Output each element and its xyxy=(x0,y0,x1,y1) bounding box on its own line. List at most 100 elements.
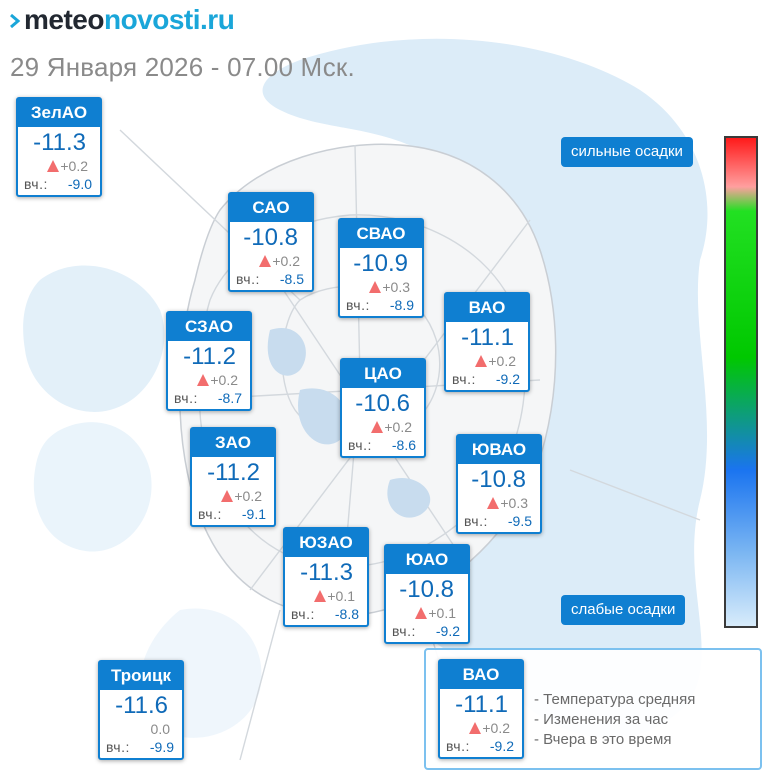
change-value: +0.1 xyxy=(327,588,355,604)
temperature-value: -11.2 xyxy=(183,343,236,370)
district-name: ЗелАО xyxy=(18,99,100,127)
yesterday-value: -9.1 xyxy=(241,506,266,522)
district-card-yuvao: ЮВАО -10.8 +0.3 вч.: -9.5 xyxy=(456,434,542,534)
yesterday-row: вч.: -9.2 xyxy=(446,370,528,390)
date-time-title: 29 Января 2026 - 07.00 Мск. xyxy=(10,52,355,82)
yesterday-value: -9.2 xyxy=(435,623,460,639)
precipitation-scale-bar xyxy=(724,136,758,628)
scale-label-light: слабые осадки xyxy=(561,595,686,625)
hourly-change: +0.2 xyxy=(440,719,522,737)
yesterday-row: вч.: -8.8 xyxy=(285,605,367,625)
yesterday-row: вч.: -8.5 xyxy=(230,270,312,290)
district-name: СВАО xyxy=(340,220,422,248)
yesterday-value: -9.9 xyxy=(149,739,174,755)
change-value: +0.2 xyxy=(488,353,516,369)
yesterday-row: вч.: -8.7 xyxy=(168,389,250,409)
hourly-change: +0.1 xyxy=(285,587,367,605)
temperature-value: -10.9 xyxy=(353,250,408,277)
change-value: +0.2 xyxy=(384,419,412,435)
site-logo[interactable]: meteonovosti.ru xyxy=(10,4,235,36)
scale-label-heavy: сильные осадки xyxy=(561,137,693,167)
yesterday-label: вч.: xyxy=(348,437,372,453)
yesterday-value: -8.9 xyxy=(389,297,414,313)
trend-up-icon xyxy=(259,255,272,267)
change-value: +0.2 xyxy=(210,372,238,388)
temperature-value: -11.1 xyxy=(461,324,514,351)
hourly-change: 0.0 xyxy=(100,720,182,738)
temperature-value: -11.1 xyxy=(455,691,508,718)
district-card-sao: САО -10.8 +0.2 вч.: -8.5 xyxy=(228,192,314,292)
temperature-value: -10.8 xyxy=(243,224,298,251)
district-card-yuzao: ЮЗАО -11.3 +0.1 вч.: -8.8 xyxy=(283,527,369,627)
hourly-change: +0.2 xyxy=(446,352,528,370)
change-value: 0.0 xyxy=(150,721,170,737)
yesterday-row: вч.: -9.2 xyxy=(386,622,468,642)
change-value: +0.2 xyxy=(272,253,300,269)
change-value: +0.2 xyxy=(60,158,88,174)
district-name: ЮАО xyxy=(386,546,468,574)
yesterday-value: -8.8 xyxy=(334,606,359,622)
yesterday-label: вч.: xyxy=(392,623,416,639)
yesterday-row: вч.: -9.2 xyxy=(440,737,522,757)
district-card-szao: СЗАО -11.2 +0.2 вч.: -8.7 xyxy=(166,311,252,411)
hourly-change: +0.2 xyxy=(18,157,100,175)
chevron-right-icon xyxy=(10,14,21,28)
yesterday-label: вч.: xyxy=(236,271,260,287)
yesterday-value: -8.5 xyxy=(279,271,304,287)
change-value: +0.2 xyxy=(234,488,262,504)
district-card-svao: СВАО -10.9 +0.3 вч.: -8.9 xyxy=(338,218,424,318)
yesterday-row: вч.: -8.9 xyxy=(340,296,422,316)
hourly-change: +0.3 xyxy=(458,494,540,512)
trend-up-icon xyxy=(314,590,327,602)
district-card-cao: ЦАО -10.6 +0.2 вч.: -8.6 xyxy=(340,358,426,458)
yesterday-label: вч.: xyxy=(291,606,315,622)
yesterday-label: вч.: xyxy=(24,176,48,192)
yesterday-value: -9.2 xyxy=(489,738,514,754)
district-name: ВАО xyxy=(446,294,528,322)
legend-line-yesterday: - Вчера в это время xyxy=(534,731,672,748)
yesterday-label: вч.: xyxy=(198,506,222,522)
trend-up-icon xyxy=(469,722,482,734)
legend-example-card: ВАО -11.1 +0.2 вч.: -9.2 xyxy=(438,659,524,759)
yesterday-row: вч.: -9.1 xyxy=(192,505,274,525)
yesterday-row: вч.: -9.5 xyxy=(458,512,540,532)
yesterday-label: вч.: xyxy=(106,739,130,755)
district-card-zao: ЗАО -11.2 +0.2 вч.: -9.1 xyxy=(190,427,276,527)
temperature-value: -11.3 xyxy=(33,129,86,156)
trend-up-icon xyxy=(415,607,428,619)
trend-up-icon xyxy=(221,490,234,502)
district-name: ЦАО xyxy=(342,360,424,388)
trend-up-icon xyxy=(487,497,500,509)
temperature-value: -11.3 xyxy=(300,559,353,586)
yesterday-row: вч.: -9.0 xyxy=(18,175,100,195)
yesterday-value: -9.2 xyxy=(495,371,520,387)
yesterday-label: вч.: xyxy=(464,513,488,529)
district-name: ВАО xyxy=(440,661,522,689)
hourly-change: +0.2 xyxy=(192,487,274,505)
change-value: +0.2 xyxy=(482,720,510,736)
yesterday-row: вч.: -9.9 xyxy=(100,738,182,758)
trend-up-icon xyxy=(371,421,384,433)
trend-up-icon xyxy=(475,355,488,367)
trend-up-icon xyxy=(197,374,210,386)
district-name: ЗАО xyxy=(192,429,274,457)
district-card-troitsk: Троицк -11.6 0.0 вч.: -9.9 xyxy=(98,660,184,760)
hourly-change: +0.3 xyxy=(340,278,422,296)
change-value: +0.3 xyxy=(500,495,528,511)
logo-text-novosti: novosti.ru xyxy=(103,4,235,35)
district-name: Троицк xyxy=(100,662,182,690)
water-bodies xyxy=(267,328,431,518)
yesterday-label: вч.: xyxy=(174,390,198,406)
yesterday-value: -9.5 xyxy=(507,513,532,529)
change-value: +0.1 xyxy=(428,605,456,621)
hourly-change: +0.2 xyxy=(168,371,250,389)
temperature-value: -10.8 xyxy=(471,466,526,493)
temperature-value: -11.2 xyxy=(207,459,260,486)
yesterday-label: вч.: xyxy=(452,371,476,387)
district-name: САО xyxy=(230,194,312,222)
logo-text-meteo: meteo xyxy=(24,4,104,35)
district-card-zelao: ЗелАО -11.3 +0.2 вч.: -9.0 xyxy=(16,97,102,197)
hourly-change: +0.1 xyxy=(386,604,468,622)
district-card-vao: ВАО -11.1 +0.2 вч.: -9.2 xyxy=(444,292,530,392)
district-card-yuao: ЮАО -10.8 +0.1 вч.: -9.2 xyxy=(384,544,470,644)
